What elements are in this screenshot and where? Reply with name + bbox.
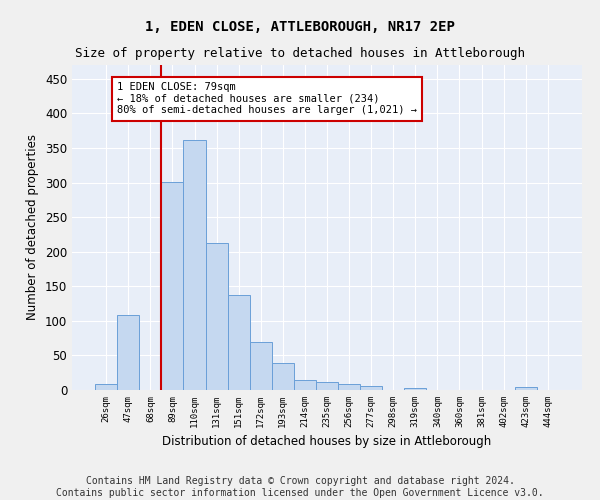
Bar bbox=[294, 380, 316, 390]
Text: Size of property relative to detached houses in Attleborough: Size of property relative to detached ho… bbox=[75, 48, 525, 60]
Bar bbox=[184, 140, 206, 390]
Bar bbox=[161, 182, 184, 390]
Text: Contains HM Land Registry data © Crown copyright and database right 2024.
Contai: Contains HM Land Registry data © Crown c… bbox=[56, 476, 544, 498]
Bar bbox=[95, 384, 117, 390]
Bar bbox=[338, 384, 360, 390]
Text: 1 EDEN CLOSE: 79sqm
← 18% of detached houses are smaller (234)
80% of semi-detac: 1 EDEN CLOSE: 79sqm ← 18% of detached ho… bbox=[117, 82, 417, 116]
Bar bbox=[404, 388, 427, 390]
Bar bbox=[515, 387, 537, 390]
Bar bbox=[316, 382, 338, 390]
Y-axis label: Number of detached properties: Number of detached properties bbox=[26, 134, 40, 320]
Bar bbox=[227, 296, 250, 390]
Text: 1, EDEN CLOSE, ATTLEBOROUGH, NR17 2EP: 1, EDEN CLOSE, ATTLEBOROUGH, NR17 2EP bbox=[145, 20, 455, 34]
X-axis label: Distribution of detached houses by size in Attleborough: Distribution of detached houses by size … bbox=[163, 436, 491, 448]
Bar bbox=[360, 386, 382, 390]
Bar bbox=[272, 363, 294, 390]
Bar bbox=[117, 316, 139, 390]
Bar bbox=[206, 242, 227, 390]
Bar bbox=[250, 342, 272, 390]
